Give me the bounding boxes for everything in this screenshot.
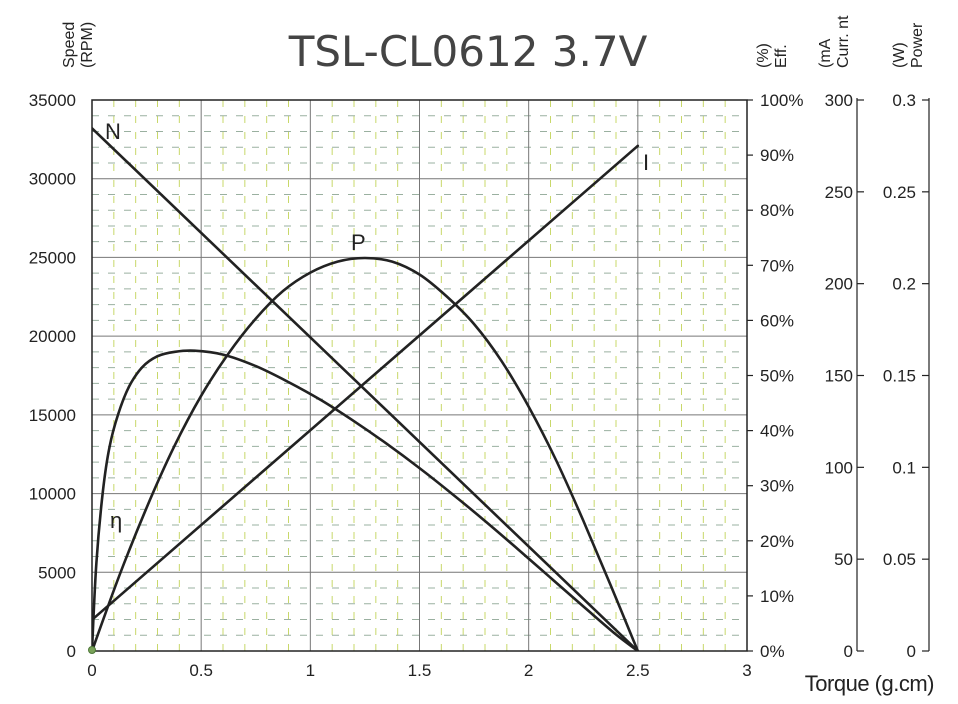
- power-tick-label: 0.3: [892, 91, 916, 110]
- power-tick-label: 0.1: [892, 458, 916, 477]
- current-label-line2: Curr. nt: [835, 15, 852, 68]
- speed-label-line2: (RPM): [79, 22, 96, 68]
- efficiency-curve-label: η: [110, 508, 122, 533]
- x-tick-label: 2.5: [626, 661, 650, 680]
- efficiency-tick-label: 40%: [760, 422, 794, 441]
- efficiency-tick-label: 10%: [760, 587, 794, 606]
- speed-tick-label: 30000: [29, 170, 76, 189]
- power-tick-label: 0: [907, 642, 916, 661]
- x-tick-label: 2: [524, 661, 533, 680]
- curves: [92, 127, 640, 651]
- efficiency-tick-label: 60%: [760, 311, 794, 330]
- power-ticks: 0 0.05 0.1 0.15 0.2 0.25 0.3: [883, 91, 929, 661]
- efficiency-tick-label: 90%: [760, 146, 794, 165]
- current-tick-label: 150: [825, 367, 853, 386]
- power-tick-label: 0.2: [892, 275, 916, 294]
- speed-tick-label: 35000: [29, 91, 76, 110]
- efficiency-tick-label: 30%: [760, 477, 794, 496]
- speed-axis-label: Speed (RPM): [61, 22, 96, 68]
- origin-marker: [88, 646, 96, 654]
- speed-curve: [92, 127, 640, 651]
- speed-tick-label: 25000: [29, 248, 76, 267]
- current-curve: [92, 144, 640, 622]
- efficiency-label-line1: (%): [755, 43, 772, 68]
- current-curve-label: I: [643, 150, 649, 175]
- efficiency-tick-label: 50%: [760, 367, 794, 386]
- x-ticks: 0 0.5 1 1.5 2 2.5 3: [87, 661, 751, 680]
- efficiency-tick-label: 0%: [760, 642, 785, 661]
- power-tick-label: 0.25: [883, 183, 916, 202]
- speed-tick-label: 15000: [29, 406, 76, 425]
- speed-curve-label: N: [105, 119, 121, 144]
- efficiency-ticks: 0% 10% 20% 30% 40% 50% 60% 70% 80% 90% 100%: [747, 91, 803, 661]
- current-tick-label: 100: [825, 458, 853, 477]
- power-tick-label: 0.05: [883, 550, 916, 569]
- power-label-line2: Power: [909, 22, 926, 68]
- current-axis-label: (mA Curr. nt: [817, 15, 852, 68]
- power-label-line1: (W): [891, 42, 908, 68]
- x-tick-label: 1: [306, 661, 315, 680]
- efficiency-tick-label: 20%: [760, 532, 794, 551]
- efficiency-label-line2: Eff.: [773, 44, 790, 68]
- major-grid: [92, 100, 747, 651]
- efficiency-tick-label: 100%: [760, 91, 803, 110]
- speed-tick-label: 0: [67, 642, 76, 661]
- power-curve: [92, 256, 640, 651]
- efficiency-tick-label: 70%: [760, 256, 794, 275]
- efficiency-tick-label: 80%: [760, 201, 794, 220]
- current-tick-label: 50: [834, 550, 853, 569]
- efficiency-axis-label: (%) Eff.: [755, 43, 790, 68]
- current-label-line1: (mA: [817, 38, 834, 68]
- x-tick-label: 0: [87, 661, 96, 680]
- speed-label-line1: Speed: [61, 22, 78, 68]
- power-axis-label: (W) Power: [891, 22, 926, 68]
- curve-labels: N I Pη: [105, 119, 649, 533]
- current-tick-label: 0: [844, 642, 853, 661]
- current-ticks: 0 50 100 150 200 250 300: [825, 91, 864, 661]
- x-axis-label: Torque (g.cm): [805, 671, 934, 696]
- speed-ticks: 0 5000 10000 15000 20000 25000 30000 35000: [29, 91, 76, 661]
- x-tick-label: 0.5: [189, 661, 213, 680]
- efficiency-curve: [92, 349, 640, 651]
- chart-title: TSL-CL0612 3.7V: [288, 27, 648, 76]
- speed-tick-label: 5000: [38, 563, 76, 582]
- power-tick-label: 0.15: [883, 367, 916, 386]
- current-tick-label: 200: [825, 275, 853, 294]
- power-curve-label: P: [351, 230, 366, 255]
- x-tick-label: 1.5: [408, 661, 432, 680]
- x-tick-label: 3: [742, 661, 751, 680]
- current-tick-label: 300: [825, 91, 853, 110]
- speed-tick-label: 20000: [29, 327, 76, 346]
- current-tick-label: 250: [825, 183, 853, 202]
- speed-tick-label: 10000: [29, 485, 76, 504]
